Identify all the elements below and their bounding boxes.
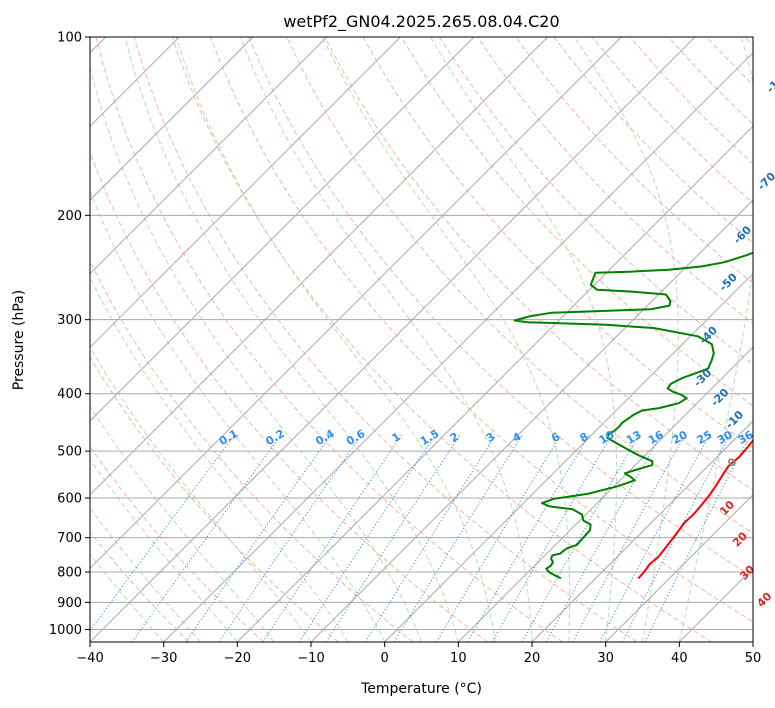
isotherm-line [605, 493, 753, 642]
mixing-ratio-line [298, 434, 436, 642]
mixing-ratio-line [364, 434, 497, 642]
mixing-ratio-line [467, 434, 590, 642]
dry-adiabat-line [324, 37, 753, 491]
isotherm-line [457, 346, 753, 642]
y-tick-label: 1000 [49, 623, 82, 638]
dry-adiabat-line [210, 37, 753, 623]
x-tick-label: −30 [150, 651, 177, 666]
moist-adiabat-line [90, 189, 386, 642]
moist-adiabat-line [574, 37, 679, 642]
x-tick-label: 10 [450, 651, 467, 666]
x-tick-label: 0 [381, 651, 389, 666]
mixing-ratio-line [521, 434, 640, 642]
isotherm-line [163, 51, 753, 642]
y-tick-label: 200 [57, 209, 82, 224]
isotherm-line [90, 37, 254, 201]
moist-adiabat-line [239, 37, 533, 642]
isotherm-line [531, 420, 753, 642]
moist-adiabat-line [124, 37, 459, 642]
isotherm-line [90, 37, 401, 349]
x-tick-label: 30 [597, 651, 614, 666]
dry-adiabat-line [95, 37, 563, 642]
x-tick-label: −40 [76, 651, 103, 666]
y-tick-label: 600 [57, 492, 82, 507]
moist-adiabat-line [90, 458, 238, 642]
dry-adiabat-line [515, 37, 753, 284]
dry-adiabat-label: -100 [764, 67, 775, 96]
mixing-ratio-line [90, 434, 235, 632]
isotherm-line [384, 272, 753, 642]
temperature-line [637, 438, 753, 580]
y-tick-label: 500 [57, 445, 82, 460]
mixing-ratio-lines [90, 434, 751, 642]
mixing-ratio-line [262, 434, 403, 642]
moist-adiabat-line [90, 405, 275, 642]
isotherm-line [310, 199, 753, 642]
moist-adiabat-line [322, 37, 571, 642]
chart-title: wetPf2_GN04.2025.265.08.04.C20 [283, 12, 559, 32]
dry-adiabat-line [90, 531, 190, 642]
mixing-ratio-line [325, 434, 461, 642]
x-tick-label: 50 [745, 651, 762, 666]
plot-area [90, 37, 753, 642]
axis-ticks: −40 −30 −20 −10 0 10 20 30 40 50 100 200 300 400 500 60… [49, 31, 761, 667]
x-tick-label: 20 [524, 651, 541, 666]
isotherm-line [90, 37, 549, 496]
dry-adiabat-line [90, 356, 339, 642]
mixing-ratio-line [644, 434, 751, 642]
y-tick-label: 400 [57, 387, 82, 402]
mixing-ratio-line [621, 434, 731, 642]
y-tick-label: 100 [57, 31, 82, 46]
x-tick-label: −20 [224, 651, 251, 666]
isotherm-line [236, 125, 753, 642]
dry-adiabats [90, 37, 753, 642]
dry-adiabat-line [400, 37, 753, 407]
dry-adiabat-line [171, 37, 712, 642]
dry-adiabat-line [248, 37, 753, 578]
dry-adiabat-line [438, 37, 753, 366]
mixing-ratio-line [599, 434, 710, 642]
moist-adiabat-line [90, 65, 422, 642]
isotherm-line [90, 37, 475, 422]
dry-adiabat-line [133, 37, 638, 642]
y-tick-label: 700 [57, 531, 82, 546]
moist-adiabat-line [175, 37, 496, 642]
x-tick-label: 40 [671, 651, 688, 666]
x-axis-label: Temperature (°C) [360, 681, 482, 697]
moist-adiabat-line [90, 276, 349, 642]
mixing-ratio-line [131, 434, 282, 642]
y-tick-label: 800 [57, 566, 82, 581]
mixing-ratio-line [545, 434, 662, 642]
isotherm-line [90, 37, 328, 275]
dewpoint-line [513, 251, 753, 580]
moist-adiabat-line [678, 37, 753, 642]
plot-frame [89, 36, 754, 643]
isotherm-line [90, 37, 622, 570]
isotherms [90, 37, 753, 642]
x-tick-label: −10 [297, 651, 324, 666]
isotherm-line [90, 37, 696, 642]
mixing-ratio-line [491, 434, 613, 642]
y-axis-label: Pressure (hPa) [11, 290, 27, 390]
mixing-ratio-line [572, 434, 686, 642]
sounding-curves [513, 251, 753, 580]
y-tick-label: 900 [57, 596, 82, 611]
y-tick-label: 300 [57, 313, 82, 328]
dry-adiabat-line [90, 445, 264, 642]
dry-adiabat-line [90, 150, 488, 642]
